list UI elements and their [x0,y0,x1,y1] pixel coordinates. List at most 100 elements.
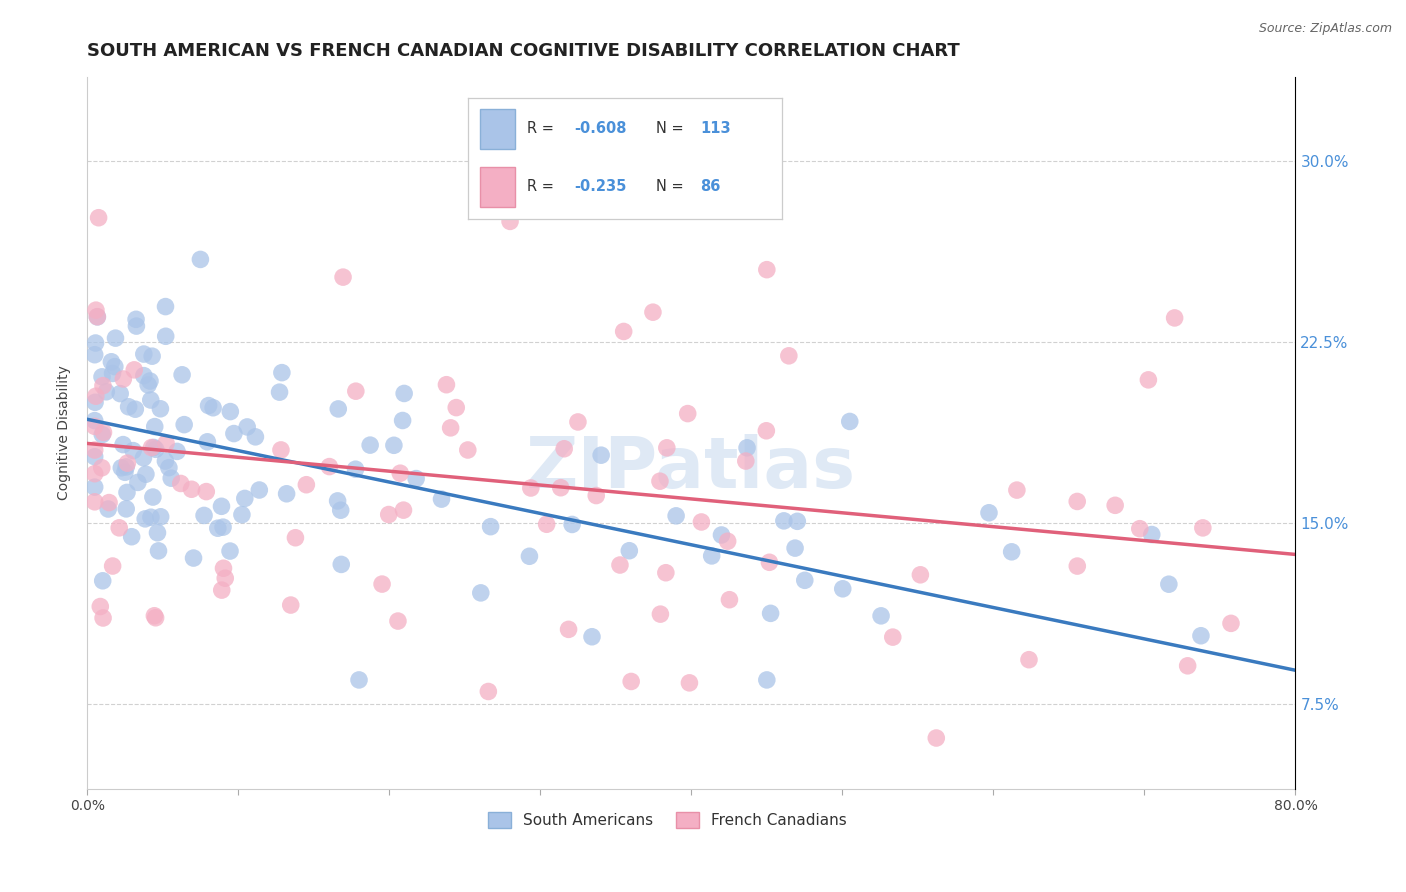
Point [142,490,165,504]
Point [1157,577,1180,591]
Point [536,517,558,532]
Point [1129,522,1152,536]
Point [755,673,778,687]
Point [328,401,350,416]
Point [84,389,107,403]
Point [755,262,778,277]
Point [1192,521,1215,535]
Legend: South Americans, French Canadians: South Americans, French Canadians [481,806,853,834]
Point [377,508,399,522]
Point [236,420,259,434]
Point [104,331,127,345]
Point [202,401,225,415]
Point [567,415,589,429]
Point [330,558,353,572]
Point [619,543,641,558]
Point [457,442,479,457]
Point [387,614,409,628]
Point [371,577,394,591]
Point [83,443,105,458]
Point [759,607,782,621]
Point [84,395,107,409]
Point [101,559,124,574]
Point [231,508,253,522]
Point [155,436,177,450]
Point [212,561,235,575]
Point [97,502,120,516]
Point [122,363,145,377]
Point [755,424,778,438]
Point [222,426,245,441]
Point [613,325,636,339]
Point [910,567,932,582]
Point [115,502,138,516]
Point [180,482,202,496]
Point [1140,527,1163,541]
Point [83,414,105,428]
Point [110,460,132,475]
Point [132,368,155,383]
Point [117,400,139,414]
Point [148,544,170,558]
Point [84,336,107,351]
Point [676,407,699,421]
Point [700,549,723,563]
Point [793,574,815,588]
Point [91,611,114,625]
Point [392,503,415,517]
Text: ZIPatlas: ZIPatlas [526,434,856,503]
Point [149,401,172,416]
Point [83,480,105,494]
Point [84,303,107,318]
Point [650,607,672,621]
Point [172,368,194,382]
Point [195,484,218,499]
Point [734,454,756,468]
Point [326,494,349,508]
Point [430,492,453,507]
Point [440,421,463,435]
Point [838,414,860,428]
Point [359,438,381,452]
Point [773,514,796,528]
Point [125,319,148,334]
Point [391,413,413,427]
Point [665,508,688,523]
Point [609,558,631,572]
Point [1005,483,1028,497]
Point [1066,559,1088,574]
Point [1001,545,1024,559]
Point [585,489,607,503]
Point [193,508,215,523]
Point [91,574,114,588]
Point [219,404,242,418]
Point [280,598,302,612]
Point [134,512,156,526]
Point [108,521,131,535]
Point [117,456,139,470]
Point [91,378,114,392]
Point [141,441,163,455]
Point [143,608,166,623]
Point [1189,629,1212,643]
Point [121,530,143,544]
Point [295,477,318,491]
Point [479,519,502,533]
Point [882,630,904,644]
Point [127,475,149,490]
Point [89,599,111,614]
Point [519,549,541,564]
Point [553,442,575,456]
Point [620,674,643,689]
Point [170,476,193,491]
Point [831,582,853,596]
Point [112,437,135,451]
Point [520,481,543,495]
Point [717,534,740,549]
Point [710,528,733,542]
Point [83,467,105,481]
Y-axis label: Cognitive Disability: Cognitive Disability [58,365,72,500]
Point [155,300,177,314]
Point [247,483,270,497]
Point [197,399,219,413]
